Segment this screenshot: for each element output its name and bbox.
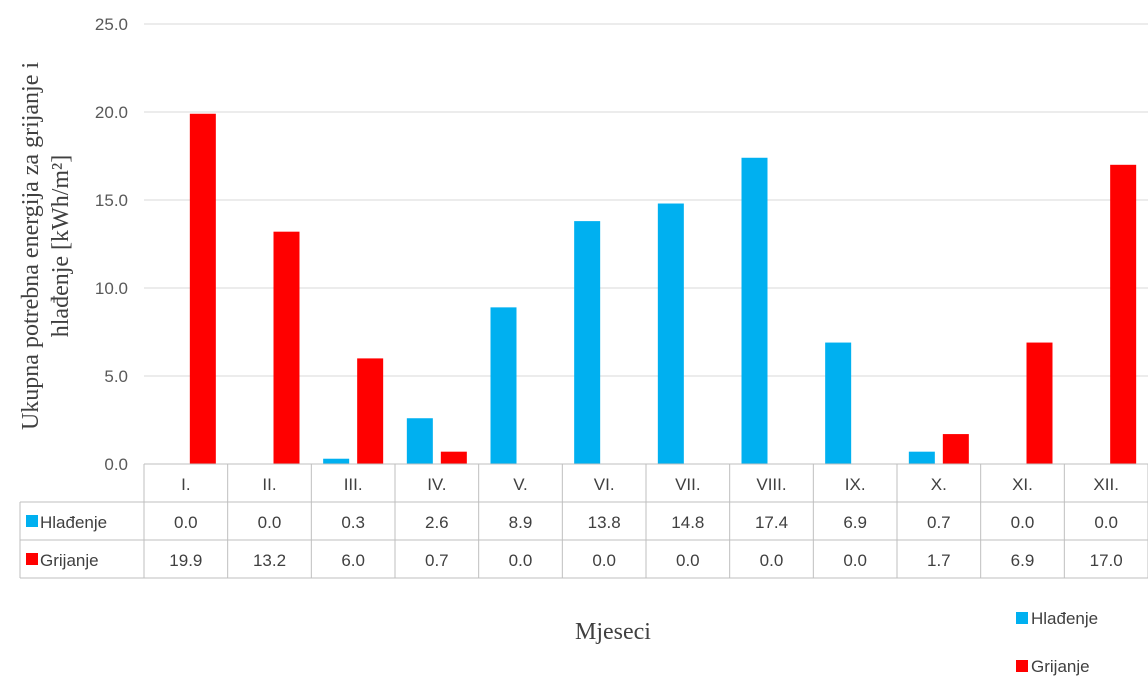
legend-label: Grijanje — [1031, 657, 1090, 676]
category-label: VIII. — [756, 475, 786, 494]
table-value: 0.0 — [843, 551, 867, 570]
category-label: I. — [181, 475, 190, 494]
bar-hladenje — [825, 342, 852, 464]
table-value: 1.7 — [927, 551, 951, 570]
table-value: 17.4 — [755, 513, 788, 532]
category-label: VII. — [675, 475, 701, 494]
table-value: 13.8 — [588, 513, 621, 532]
x-axis-label: Mjeseci — [575, 619, 651, 645]
bar-grijanje — [273, 231, 300, 464]
category-label: IX. — [845, 475, 866, 494]
bar-hladenje — [574, 221, 601, 464]
category-label: XII. — [1093, 475, 1119, 494]
series-key-swatch — [26, 515, 38, 527]
bar-hladenje — [657, 203, 684, 464]
table-value: 0.7 — [927, 513, 951, 532]
y-tick-label: 15.0 — [95, 191, 128, 210]
table-value: 6.9 — [843, 513, 867, 532]
table-value: 0.0 — [676, 551, 700, 570]
data-table: I. II. III. IV. V. VI. VII. VIII. IX. X. XI. XII. Hl… — [19, 463, 1148, 579]
category-label: XI. — [1012, 475, 1033, 494]
series-key-swatch — [26, 553, 38, 565]
bar-hladenje — [490, 307, 517, 464]
table-value: 19.9 — [169, 551, 202, 570]
y-tick-label: 5.0 — [104, 367, 128, 386]
table-value: 0.7 — [425, 551, 449, 570]
table-value: 0.3 — [341, 513, 365, 532]
y-tick-label: 10.0 — [95, 279, 128, 298]
table-value: 0.0 — [509, 551, 533, 570]
bar-grijanje — [942, 434, 969, 464]
y-tick-label: 20.0 — [95, 103, 128, 122]
table-value: 8.9 — [509, 513, 533, 532]
legend: Hlađenje Grijanje — [1016, 609, 1098, 676]
category-label: VI. — [594, 475, 615, 494]
table-value: 6.0 — [341, 551, 365, 570]
category-label: X. — [931, 475, 947, 494]
bar-grijanje — [357, 358, 384, 464]
series-name: Grijanje — [40, 551, 99, 570]
y-tick-label: 25.0 — [95, 15, 128, 34]
table-value: 0.0 — [592, 551, 616, 570]
bar-grijanje — [1110, 164, 1137, 465]
bar-grijanje — [440, 451, 467, 464]
bar-hladenje — [406, 418, 433, 464]
category-label: IV. — [427, 475, 446, 494]
table-value: 0.0 — [760, 551, 784, 570]
y-axis-label-line2: hlađenje [kWh/m²] — [48, 155, 74, 337]
table-value: 0.0 — [174, 513, 198, 532]
bar-grijanje — [189, 113, 216, 464]
table-value: 2.6 — [425, 513, 449, 532]
bar-hladenje — [908, 451, 935, 464]
table-value: 0.0 — [258, 513, 282, 532]
legend-swatch — [1016, 660, 1028, 672]
table-value: 0.0 — [1094, 513, 1118, 532]
series-name: Hlađenje — [40, 513, 107, 532]
y-tick-label: 0.0 — [104, 455, 128, 474]
table-value: 17.0 — [1090, 551, 1123, 570]
table-value: 13.2 — [253, 551, 286, 570]
table-value: 0.0 — [1011, 513, 1035, 532]
legend-swatch — [1016, 612, 1028, 624]
bar-hladenje — [323, 458, 350, 464]
y-axis-label-line1: Ukupna potrebna energija za grijanje i — [18, 62, 44, 430]
bars — [189, 113, 1137, 465]
bar-hladenje — [741, 157, 768, 464]
bar-grijanje — [1026, 342, 1053, 464]
y-axis-ticks: 0.0 5.0 10.0 15.0 20.0 25.0 — [95, 15, 128, 474]
category-label: II. — [262, 475, 276, 494]
legend-label: Hlađenje — [1031, 609, 1098, 628]
category-label: III. — [344, 475, 363, 494]
table-value: 6.9 — [1011, 551, 1035, 570]
category-label: V. — [513, 475, 528, 494]
table-value: 14.8 — [671, 513, 704, 532]
